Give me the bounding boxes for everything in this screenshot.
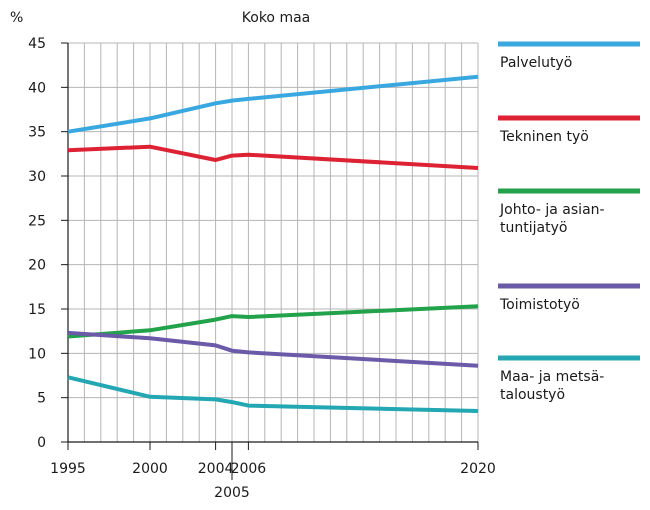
y-tick-label: 10	[28, 346, 46, 362]
series-lines	[67, 74, 479, 413]
y-tick-label: 35	[28, 125, 46, 141]
legend-label: Toimistotyö	[499, 297, 580, 313]
x-tick-label: 2020	[460, 461, 496, 477]
series-line	[67, 74, 479, 134]
y-axis-unit-label: %	[10, 10, 23, 26]
series-line	[67, 144, 479, 170]
legend-label: Johto- ja asian-tuntijatyö	[499, 202, 605, 236]
y-tick-label: 30	[28, 169, 46, 185]
y-tick-label: 45	[28, 36, 46, 52]
x-tick-label: 2004	[198, 461, 234, 477]
gridlines	[67, 42, 479, 443]
legend-label: Tekninen työ	[499, 129, 589, 145]
legend-label: Maa- ja metsä-taloustyö	[500, 369, 604, 403]
axes: 0 5 10 15 20 25 30 35 40 45 1995 2000 2004 2005 2006 20…	[28, 36, 496, 501]
legend: Palvelutyö Tekninen työ Johto- ja asian-tu…	[498, 41, 640, 403]
y-tick-label: 25	[28, 213, 46, 229]
series-line	[67, 304, 479, 339]
y-tick-label: 40	[28, 80, 46, 96]
x-tick-label: 1995	[50, 461, 86, 477]
chart-title: Koko maa	[242, 10, 310, 26]
x-tick-label: 2006	[231, 461, 267, 477]
x-tick-label: 2005	[214, 485, 250, 501]
y-tick-label: 20	[28, 258, 46, 274]
legend-label: Palvelutyö	[500, 55, 572, 71]
x-tick-label: 2000	[132, 461, 168, 477]
series-line	[67, 375, 479, 413]
series-line	[67, 330, 479, 368]
y-tick-label: 5	[37, 391, 46, 407]
y-tick-label: 15	[28, 302, 46, 318]
y-tick-label: 0	[37, 435, 46, 451]
